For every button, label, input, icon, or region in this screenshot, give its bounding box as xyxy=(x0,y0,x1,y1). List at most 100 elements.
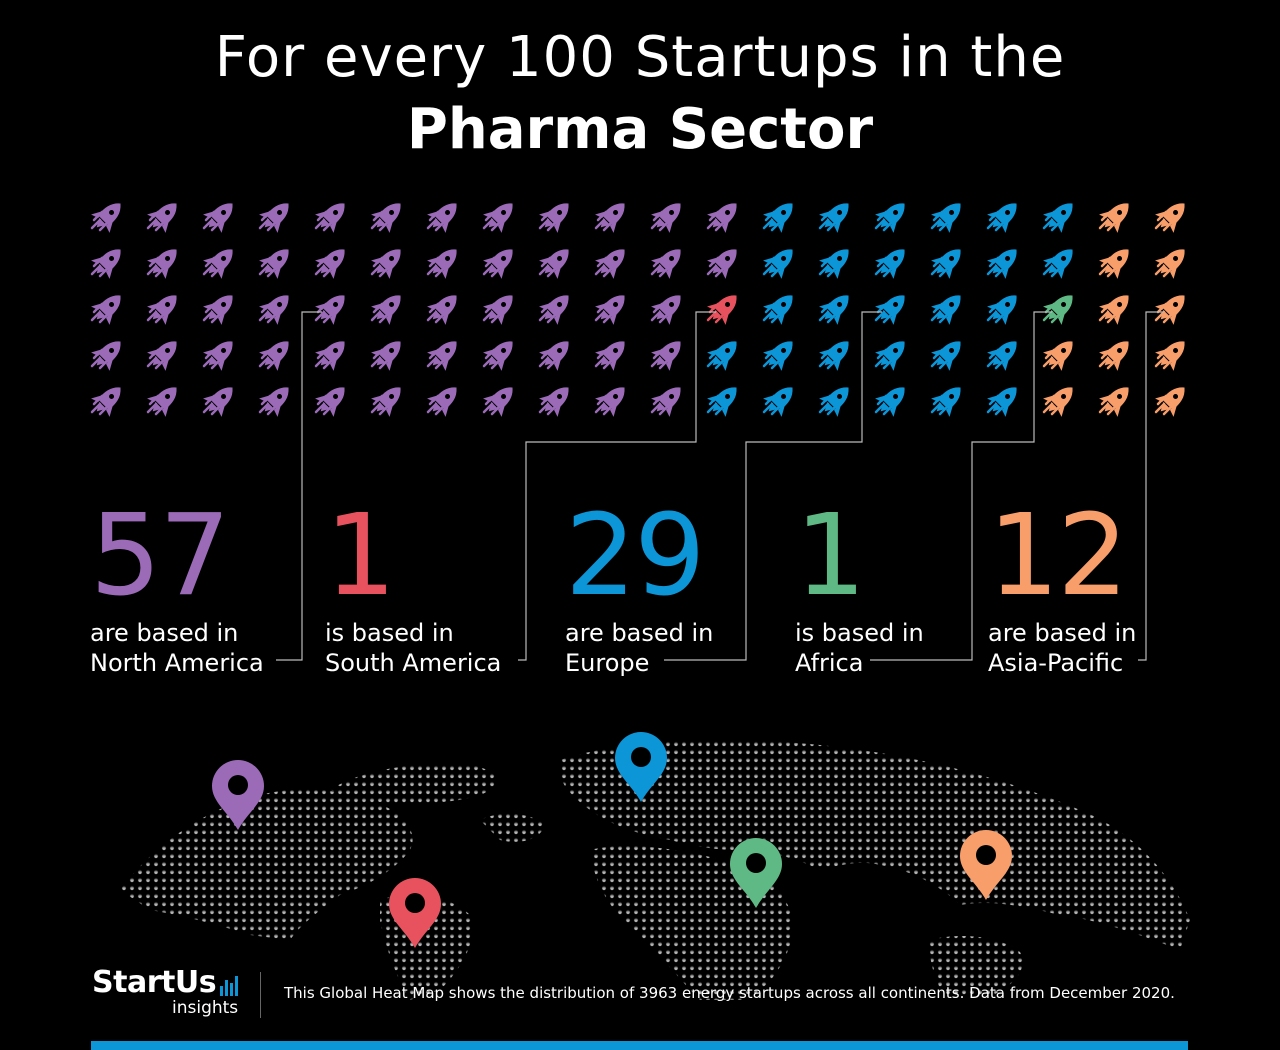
location-pin-africa xyxy=(730,838,782,908)
rocket-icon xyxy=(199,378,242,421)
startus-insights-logo: StartUs insights xyxy=(92,965,238,1019)
rocket-icon xyxy=(703,378,746,421)
rocket-icon xyxy=(703,286,746,329)
page-title: For every 100 Startups in the Pharma Sec… xyxy=(0,22,1280,166)
stat-caption-text: is based in xyxy=(795,619,924,647)
rocket-icon xyxy=(87,194,130,237)
rocket-icon xyxy=(1039,332,1082,375)
rocket-icon xyxy=(703,332,746,375)
rocket-icon xyxy=(367,286,410,329)
rocket-icon xyxy=(199,240,242,283)
rocket-icon xyxy=(1151,286,1194,329)
rocket-icon xyxy=(479,378,522,421)
rocket-icon xyxy=(983,332,1026,375)
rocket-icon xyxy=(927,286,970,329)
rocket-icon xyxy=(1095,332,1138,375)
stat-caption-text: are based in xyxy=(565,619,714,647)
stat-caption: is based in Africa xyxy=(795,618,924,678)
rocket-icon xyxy=(199,332,242,375)
rocket-icon xyxy=(647,240,690,283)
rocket-icon xyxy=(367,194,410,237)
rocket-icon xyxy=(927,378,970,421)
rocket-icon xyxy=(143,286,186,329)
rocket-icon xyxy=(535,286,578,329)
rocket-icon xyxy=(759,286,802,329)
stat-caption-text: are based in xyxy=(90,619,239,647)
rocket-icon xyxy=(479,194,522,237)
rocket-icon xyxy=(815,240,858,283)
stat-region: North America xyxy=(90,649,264,677)
rocket-icon xyxy=(647,194,690,237)
rocket-icon xyxy=(143,378,186,421)
location-pin-south-america xyxy=(389,878,441,948)
stat-caption-text: are based in xyxy=(988,619,1137,647)
stat-caption: is based in South America xyxy=(325,618,501,678)
rocket-icon xyxy=(255,332,298,375)
rocket-icon xyxy=(983,286,1026,329)
rocket-icon xyxy=(1095,378,1138,421)
rocket-icon xyxy=(143,240,186,283)
rocket-icon xyxy=(1095,194,1138,237)
location-pin-europe xyxy=(615,732,667,802)
stat-caption: are based in Asia-Pacific xyxy=(988,618,1136,678)
stat-region: South America xyxy=(325,649,502,677)
rocket-icon xyxy=(367,332,410,375)
rocket-icon xyxy=(647,332,690,375)
rocket-icon xyxy=(143,194,186,237)
rocket-icon xyxy=(591,378,634,421)
stat-asia-pacific: 12 are based in Asia-Pacific xyxy=(988,500,1136,678)
rocket-icon xyxy=(255,378,298,421)
rocket-icon xyxy=(703,194,746,237)
rocket-icon xyxy=(647,378,690,421)
rocket-icon xyxy=(1039,194,1082,237)
stat-south-america: 1 is based in South America xyxy=(325,500,501,678)
rocket-icon xyxy=(199,286,242,329)
rocket-icon xyxy=(983,240,1026,283)
rocket-icon xyxy=(1095,240,1138,283)
rocket-icon xyxy=(423,286,466,329)
rocket-icon xyxy=(759,240,802,283)
stat-value: 12 xyxy=(988,491,1129,621)
rocket-icon xyxy=(759,332,802,375)
rocket-icon xyxy=(1039,286,1082,329)
rocket-icon xyxy=(927,240,970,283)
rocket-icon xyxy=(815,286,858,329)
rocket-icon xyxy=(871,286,914,329)
rocket-icon xyxy=(311,378,354,421)
logo-brand-text: StartUs xyxy=(92,965,217,1000)
rocket-icon xyxy=(535,332,578,375)
rocket-icon xyxy=(87,332,130,375)
rocket-icon xyxy=(423,378,466,421)
rocket-icon xyxy=(423,240,466,283)
footer-divider xyxy=(260,972,261,1018)
rocket-icon xyxy=(983,378,1026,421)
rocket-icon xyxy=(815,332,858,375)
rocket-icon xyxy=(311,332,354,375)
rocket-icon xyxy=(1039,240,1082,283)
rocket-icon xyxy=(311,286,354,329)
bar-chart-icon xyxy=(220,976,238,996)
rocket-icon xyxy=(1151,194,1194,237)
stat-north-america: 57 are based in North America xyxy=(90,500,264,678)
rocket-icon xyxy=(87,240,130,283)
stat-africa: 1 is based in Africa xyxy=(795,500,924,678)
stat-value: 1 xyxy=(325,491,396,621)
footer: StartUs insights This Global Heat Map sh… xyxy=(92,966,1192,1026)
rocket-icon xyxy=(143,332,186,375)
stat-value: 57 xyxy=(90,491,231,621)
rocket-icon xyxy=(703,240,746,283)
rocket-icon xyxy=(311,194,354,237)
rocket-icon xyxy=(927,332,970,375)
rocket-icon xyxy=(255,240,298,283)
rocket-icon xyxy=(1151,378,1194,421)
accent-bar xyxy=(91,1041,1188,1050)
rocket-icon-grid xyxy=(87,194,1194,421)
rocket-icon xyxy=(479,332,522,375)
rocket-icon xyxy=(759,378,802,421)
stat-region: Asia-Pacific xyxy=(988,649,1124,677)
world-dot-map xyxy=(0,700,1280,1000)
rocket-icon xyxy=(591,332,634,375)
rocket-icon xyxy=(535,378,578,421)
stat-caption-text: is based in xyxy=(325,619,454,647)
rocket-icon xyxy=(423,194,466,237)
